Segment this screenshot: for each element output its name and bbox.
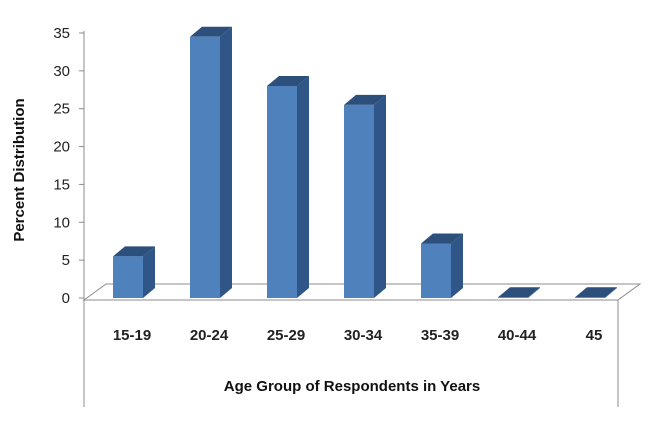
bar-30-34 — [344, 94, 386, 298]
y-tick-label: 5 — [62, 252, 70, 269]
y-tick-label: 20 — [53, 139, 70, 156]
bar-top — [267, 76, 309, 86]
bar-front — [190, 36, 220, 299]
bar-20-24 — [190, 26, 232, 299]
bar-40-44 — [498, 287, 540, 298]
bar-side — [220, 26, 232, 299]
y-tick-label: 25 — [53, 101, 70, 118]
bar-top — [498, 287, 540, 298]
x-category-label: 20-24 — [190, 327, 229, 344]
bar-front — [498, 297, 528, 298]
bar-top — [575, 287, 617, 298]
x-axis-title: Age Group of Respondents in Years — [224, 378, 480, 395]
y-tick-label: 15 — [53, 176, 70, 193]
bar-top — [344, 94, 386, 105]
x-category-label: 30-34 — [344, 327, 383, 344]
x-category-label: 35-39 — [421, 327, 459, 344]
bar-side — [143, 246, 155, 298]
bar-side — [605, 287, 617, 298]
bar-side — [451, 233, 463, 298]
bar-15-19 — [113, 246, 155, 298]
x-category-label: 40-44 — [498, 327, 537, 344]
bar-front — [575, 297, 605, 298]
bar-front — [113, 256, 143, 298]
bar-front — [267, 86, 297, 298]
x-category-label: 25-29 — [267, 327, 305, 344]
y-tick-label: 30 — [53, 63, 70, 80]
y-tick-label: 35 — [53, 25, 70, 42]
bar-top — [113, 246, 155, 257]
x-category-label: 15-19 — [113, 327, 151, 344]
bar-side — [528, 287, 540, 298]
bar-top — [421, 233, 463, 244]
y-tick-label: 10 — [53, 214, 70, 231]
bar-front — [344, 104, 374, 298]
bar-side — [297, 76, 309, 298]
x-category-label: 45 — [586, 327, 603, 344]
bar-45 — [575, 287, 617, 298]
bar-top — [190, 26, 232, 37]
bar-side — [374, 94, 386, 298]
y-tick-label: 0 — [62, 290, 70, 307]
bar-25-29 — [267, 76, 309, 298]
y-axis-title: Percent Distribution — [11, 98, 28, 241]
bar-35-39 — [421, 233, 463, 298]
bar-front — [421, 243, 451, 298]
